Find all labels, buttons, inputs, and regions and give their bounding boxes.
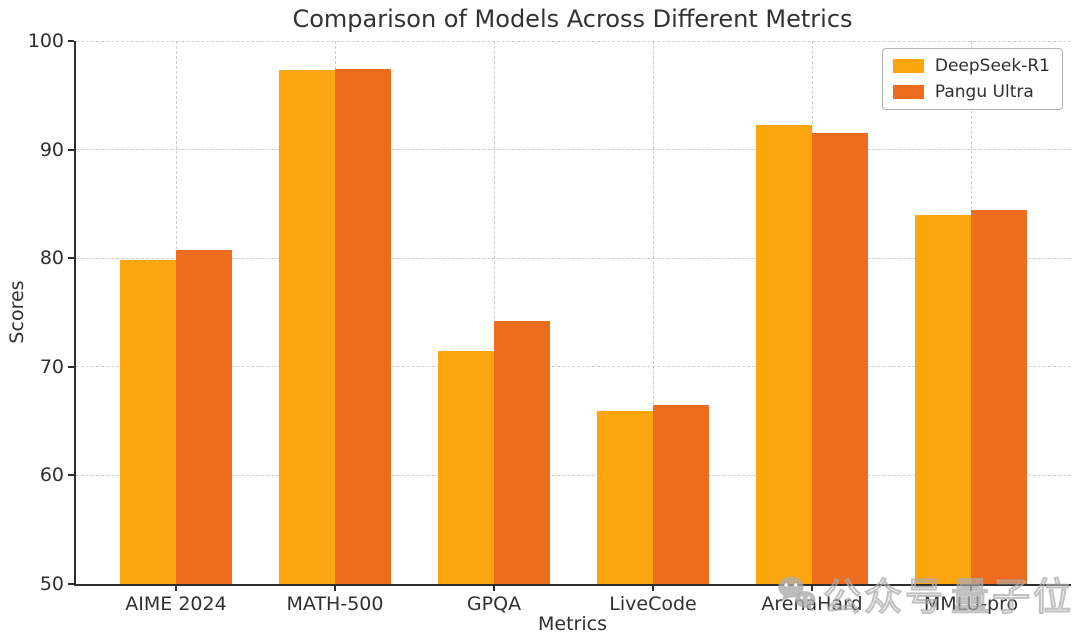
gridline-x-livecode (652, 41, 654, 584)
legend-label-deepseek-r1: DeepSeek-R1 (934, 56, 1050, 76)
bar-deepseek-r1-mmlu-pro (915, 214, 971, 584)
legend-swatch-pangu-ultra (892, 85, 924, 99)
legend-entry-pangu-ultra: Pangu Ultra (892, 82, 1050, 102)
y-tick-label: 80 (39, 247, 64, 270)
y-tick-label: 100 (27, 30, 64, 52)
y-tick-mark (68, 40, 74, 42)
x-tick-mark (811, 585, 813, 591)
x-tick-mark (652, 585, 654, 591)
x-tick-label-aime-2024: AIME 2024 (125, 593, 227, 615)
bar-deepseek-r1-arenahard (756, 124, 812, 584)
bar-deepseek-r1-math-500 (279, 70, 335, 584)
y-tick-label: 50 (39, 573, 64, 595)
gridline-y-80 (76, 257, 1071, 259)
legend: DeepSeek-R1 Pangu Ultra (881, 48, 1063, 110)
bar-pangu-ultra-gpqa (494, 321, 550, 584)
gridline-x-gpqa (493, 41, 495, 584)
gridline-y-100 (76, 40, 1071, 42)
bar-deepseek-r1-livecode (597, 411, 653, 584)
x-axis-label: Metrics (538, 613, 607, 635)
y-axis-label: Scores (6, 280, 28, 344)
y-tick-mark (68, 148, 74, 151)
x-tick-mark (175, 585, 177, 591)
plot-area: 50 60 70 80 90 100 AIME 2024 MATH-500 GPQA LiveCo… (28, 30, 1071, 615)
y-tick-label: 60 (39, 464, 64, 487)
y-tick-mark (68, 257, 74, 260)
bar-pangu-ultra-aime-2024 (176, 249, 232, 584)
legend-label-pangu-ultra: Pangu Ultra (934, 82, 1034, 102)
y-tick-mark (68, 365, 74, 368)
gridline-y-60 (76, 474, 1071, 476)
y-tick-label: 90 (39, 138, 64, 161)
gridline-y-90 (76, 149, 1071, 151)
x-tick-label-math-500: MATH-500 (286, 593, 384, 615)
x-tick-mark (493, 585, 495, 591)
chart-title: Comparison of Models Across Different Me… (292, 5, 853, 33)
y-tick-mark (68, 583, 74, 585)
legend-entry-deepseek-r1: DeepSeek-R1 (892, 56, 1050, 76)
y-tick-mark (68, 474, 74, 477)
x-tick-label-livecode: LiveCode (609, 593, 697, 615)
gridline-y-70 (76, 366, 1071, 368)
bar-pangu-ultra-mmlu-pro (971, 210, 1027, 584)
bar-pangu-ultra-math-500 (335, 69, 391, 584)
bar-pangu-ultra-livecode (653, 404, 709, 584)
bar-deepseek-r1-aime-2024 (120, 260, 176, 584)
x-tick-label-mmlu-pro: MMLU-pro (923, 593, 1019, 615)
bar-deepseek-r1-gpqa (438, 350, 494, 584)
y-tick-label: 70 (39, 355, 64, 378)
bar-pangu-ultra-arenahard (812, 133, 868, 584)
x-tick-mark (334, 585, 336, 591)
x-tick-label-gpqa: GPQA (466, 593, 522, 615)
legend-swatch-deepseek-r1 (892, 59, 924, 73)
x-tick-mark (970, 585, 972, 591)
x-tick-label-arenahard: ArenaHard (761, 593, 863, 615)
